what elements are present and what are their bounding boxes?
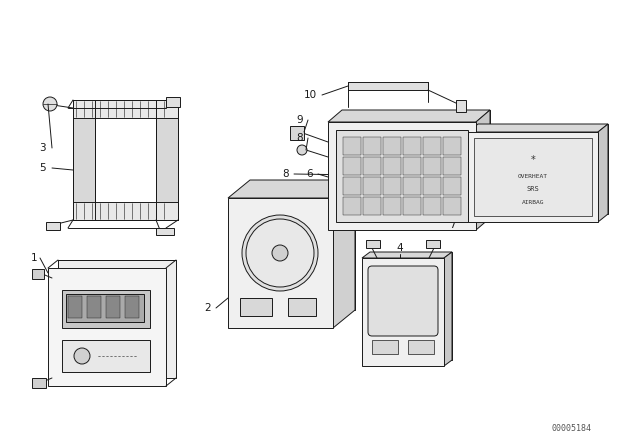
- Bar: [343, 157, 361, 175]
- Bar: [288, 298, 316, 316]
- Bar: [383, 157, 401, 175]
- Bar: [73, 100, 178, 220]
- Bar: [32, 269, 44, 279]
- Bar: [403, 197, 421, 215]
- Circle shape: [43, 97, 57, 111]
- Bar: [408, 340, 434, 354]
- Circle shape: [378, 167, 388, 177]
- Bar: [58, 260, 176, 378]
- Polygon shape: [598, 124, 608, 222]
- Bar: [362, 258, 444, 366]
- Bar: [240, 298, 272, 316]
- Bar: [370, 252, 452, 360]
- Bar: [156, 228, 174, 235]
- Text: 6: 6: [307, 169, 314, 179]
- Bar: [228, 198, 333, 328]
- Polygon shape: [468, 124, 608, 132]
- Bar: [443, 137, 461, 155]
- Polygon shape: [333, 180, 355, 328]
- Polygon shape: [362, 252, 452, 258]
- Bar: [73, 100, 95, 220]
- Bar: [73, 100, 95, 220]
- Polygon shape: [328, 110, 490, 122]
- Bar: [423, 137, 441, 155]
- Text: 7: 7: [449, 220, 455, 230]
- Bar: [363, 177, 381, 195]
- Bar: [383, 197, 401, 215]
- Text: OVERHEAT: OVERHEAT: [518, 173, 548, 178]
- Bar: [423, 177, 441, 195]
- Bar: [403, 177, 421, 195]
- Bar: [443, 177, 461, 195]
- Bar: [443, 157, 461, 175]
- Bar: [328, 122, 476, 230]
- Bar: [423, 157, 441, 175]
- Polygon shape: [476, 110, 490, 230]
- Text: 00005184: 00005184: [552, 423, 592, 432]
- Circle shape: [272, 245, 288, 261]
- Circle shape: [242, 215, 318, 291]
- Text: 2: 2: [205, 303, 211, 313]
- Bar: [383, 177, 401, 195]
- Bar: [87, 296, 101, 318]
- Text: 3: 3: [38, 143, 45, 153]
- Text: 9: 9: [297, 115, 303, 125]
- Bar: [343, 177, 361, 195]
- Bar: [403, 137, 421, 155]
- FancyBboxPatch shape: [368, 266, 438, 336]
- Bar: [478, 124, 608, 214]
- Polygon shape: [228, 180, 355, 198]
- Bar: [383, 137, 401, 155]
- Text: SRS: SRS: [527, 186, 540, 192]
- Bar: [290, 126, 304, 140]
- Bar: [62, 340, 150, 372]
- Bar: [366, 240, 380, 248]
- Text: 4: 4: [397, 243, 403, 253]
- Bar: [48, 268, 166, 386]
- Text: *: *: [531, 155, 536, 165]
- Bar: [46, 222, 60, 230]
- Bar: [166, 97, 180, 107]
- Bar: [363, 157, 381, 175]
- Bar: [73, 100, 178, 118]
- Text: 1: 1: [31, 253, 37, 263]
- Bar: [372, 340, 398, 354]
- Bar: [474, 138, 592, 216]
- Text: 10: 10: [303, 90, 317, 100]
- Bar: [66, 294, 144, 322]
- Text: 8: 8: [283, 169, 289, 179]
- Bar: [363, 197, 381, 215]
- Bar: [343, 197, 361, 215]
- Bar: [443, 197, 461, 215]
- Bar: [250, 180, 355, 310]
- Circle shape: [74, 348, 90, 364]
- Bar: [62, 290, 150, 328]
- Bar: [348, 82, 428, 90]
- Bar: [342, 110, 490, 218]
- Bar: [68, 296, 82, 318]
- Circle shape: [246, 219, 314, 287]
- Bar: [403, 157, 421, 175]
- Bar: [156, 100, 178, 220]
- Bar: [156, 100, 178, 220]
- Text: 8: 8: [297, 133, 303, 143]
- Bar: [125, 296, 139, 318]
- Bar: [468, 132, 598, 222]
- Bar: [106, 296, 120, 318]
- Circle shape: [297, 145, 307, 155]
- Bar: [343, 137, 361, 155]
- Bar: [73, 202, 178, 220]
- Bar: [363, 137, 381, 155]
- Bar: [426, 240, 440, 248]
- Bar: [32, 378, 46, 388]
- Bar: [456, 100, 466, 112]
- Text: AIRBAG: AIRBAG: [522, 199, 544, 204]
- Polygon shape: [444, 252, 452, 366]
- Bar: [423, 197, 441, 215]
- Bar: [336, 130, 468, 222]
- Text: 5: 5: [38, 163, 45, 173]
